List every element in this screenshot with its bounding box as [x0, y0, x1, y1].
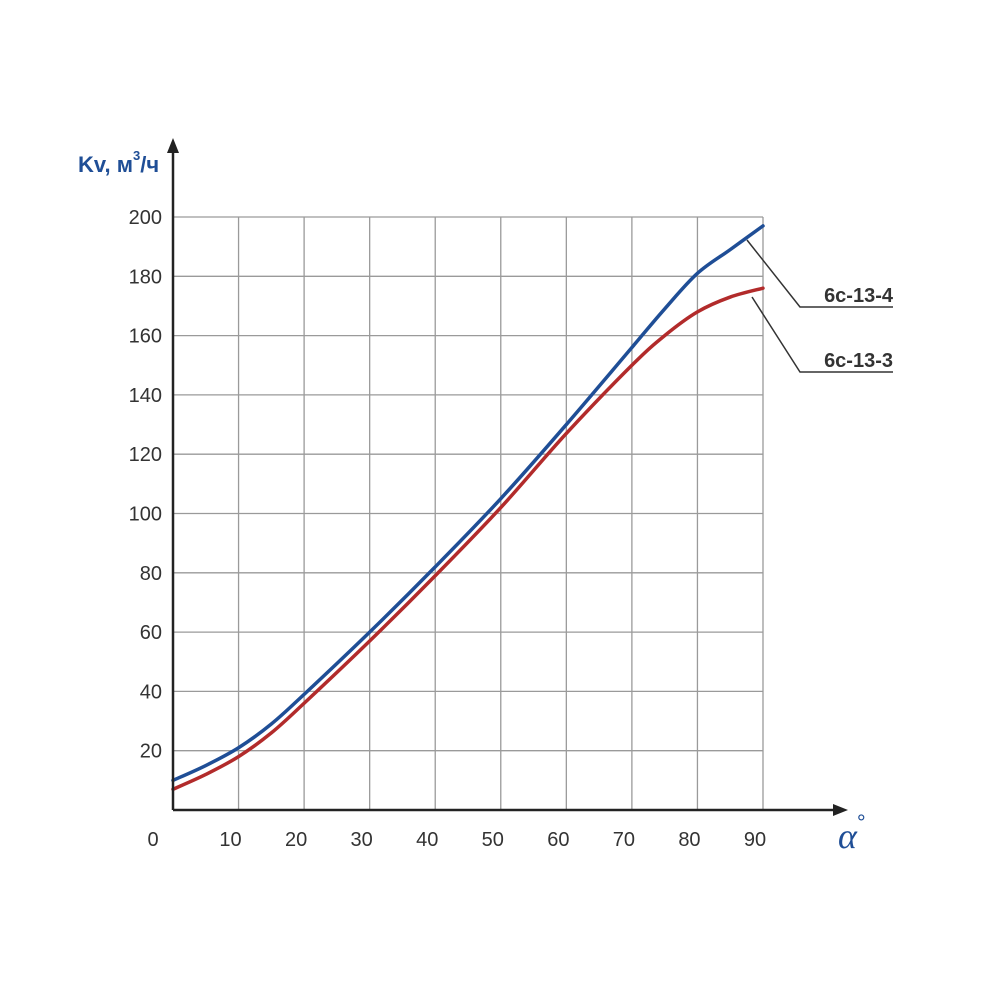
series-line-6-13-3 [171, 286, 765, 791]
y-tick-label: 160 [129, 326, 162, 348]
x-tick-label: 70 [613, 829, 635, 851]
x-tick-label: 20 [285, 829, 307, 851]
y-tick-label: 60 [140, 622, 162, 644]
x-axis-arrow [833, 804, 848, 816]
legend-callouts: 6с-13-4 6с-13-3 [746, 239, 894, 373]
legend-label-6c-13-3: 6с-13-3 [824, 350, 893, 372]
y-axis-arrow [167, 138, 179, 153]
series-lines [171, 224, 765, 791]
y-axis-label: Kv, м3/ч [78, 148, 159, 177]
legend-label-6c-13-4: 6с-13-4 [824, 285, 894, 307]
grid [173, 216, 764, 810]
x-axis-label: α° [838, 810, 866, 856]
y-tick-label: 140 [129, 385, 162, 407]
y-tick-label: 180 [129, 266, 162, 288]
x-tick-label: 30 [351, 829, 373, 851]
x-tick-label: 10 [219, 829, 241, 851]
x-tick-labels: 10 20 30 40 50 60 70 80 90 [219, 829, 766, 851]
x-tick-label: 90 [744, 829, 766, 851]
y-tick-label: 20 [140, 741, 162, 763]
x-tick-label: 60 [547, 829, 569, 851]
legend-leader-6c-13-4 [746, 239, 893, 308]
x-tick-label: 50 [482, 829, 504, 851]
y-tick-label: 80 [140, 563, 162, 585]
y-tick-label: 120 [129, 444, 162, 466]
origin-label: 0 [147, 829, 158, 851]
x-tick-label: 40 [416, 829, 438, 851]
series-line-6-13-4 [171, 224, 765, 783]
y-tick-label: 100 [129, 504, 162, 526]
y-tick-label: 40 [140, 681, 162, 703]
legend-leader-6c-13-3 [751, 296, 893, 373]
x-tick-label: 80 [678, 829, 700, 851]
y-tick-label: 200 [129, 207, 162, 229]
y-tick-labels: 20 40 60 80 100 120 140 160 180 200 [129, 207, 162, 763]
